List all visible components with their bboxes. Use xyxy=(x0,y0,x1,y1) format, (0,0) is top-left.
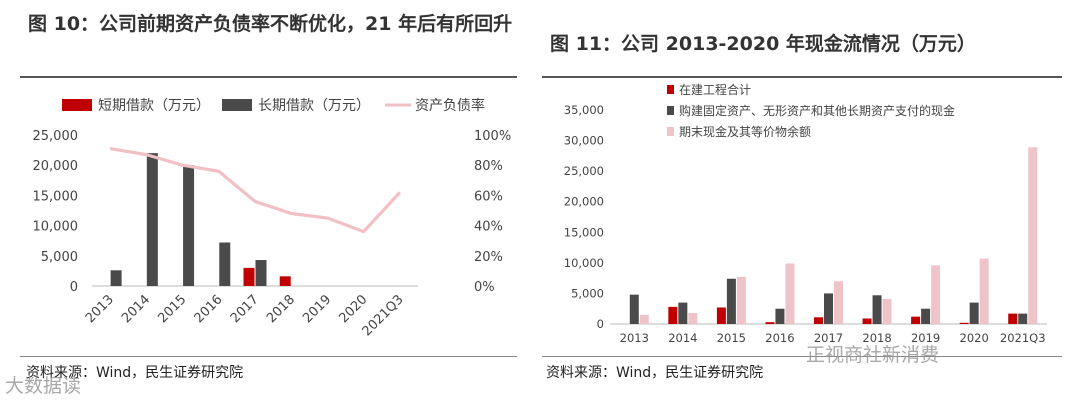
bar xyxy=(814,317,823,324)
y2-tick-label: 60% xyxy=(474,189,503,204)
figure-10-panel: 图 10：公司前期资产负债率不断优化，21 年后有所回升 0 5,000 10,00… xyxy=(20,13,517,381)
figure-11-bottom-rule xyxy=(542,356,1062,357)
y2-tick-label: 80% xyxy=(474,159,503,174)
legend-label: 购建固定资产、无形资产和其他长期资产支付的现金 xyxy=(679,103,955,118)
legend-swatch xyxy=(62,99,92,111)
bar xyxy=(1008,313,1018,324)
figure-10-top-rule xyxy=(20,76,517,78)
watermark-left: 大数据读 xyxy=(5,375,82,397)
figure-11-panel: 图 11：公司 2013-2020 年现金流情况（万元） 0 5,000 10,00… xyxy=(540,0,1080,401)
y-tick-label: 35,000 xyxy=(564,103,604,117)
legend-label: 在建工程合计 xyxy=(679,82,751,97)
figure-11-top-rule xyxy=(542,76,1062,78)
bar xyxy=(736,276,746,324)
legend-swatch xyxy=(667,127,674,136)
bar xyxy=(775,308,785,324)
bar xyxy=(969,302,979,324)
y-tick-label: 10,000 xyxy=(564,256,604,270)
y-tick-label: 30,000 xyxy=(564,134,604,148)
bar xyxy=(110,270,122,286)
x-tick-label: 2019 xyxy=(300,292,334,326)
bar xyxy=(183,165,195,286)
y-tick-label: 0 xyxy=(70,280,78,295)
y2-tick-label: 0% xyxy=(474,280,495,295)
x-tick-label: 2015 xyxy=(717,331,746,345)
bar xyxy=(979,258,989,324)
y-tick-label: 25,000 xyxy=(33,129,79,144)
x-tick-label: 2017 xyxy=(228,292,262,326)
bar xyxy=(255,260,267,286)
bar xyxy=(639,314,649,324)
x-tick-label: 2013 xyxy=(83,292,117,326)
bar xyxy=(1028,147,1038,324)
x-tick-label: 2014 xyxy=(668,331,697,345)
y-tick-label: 25,000 xyxy=(564,164,604,178)
bar xyxy=(785,263,795,324)
y2-tick-label: 100% xyxy=(474,129,511,144)
bar xyxy=(716,307,726,324)
legend-swatch xyxy=(667,85,674,94)
bar xyxy=(882,298,892,324)
figure-10-title: 图 10：公司前期资产负债率不断优化，21 年后有所回升 xyxy=(28,13,513,35)
legend-label: 短期借款（万元） xyxy=(98,98,210,114)
ratio-line xyxy=(109,147,402,234)
bar xyxy=(834,281,843,324)
bar xyxy=(146,153,158,286)
bar xyxy=(862,318,872,324)
y-tick-label: 15,000 xyxy=(33,189,79,204)
bar xyxy=(931,265,941,324)
y-tick-label: 5,000 xyxy=(41,250,78,265)
legend-label: 期末现金及其等价物余额 xyxy=(679,124,811,139)
x-tick-label: 2013 xyxy=(620,331,649,345)
figure-11-source: 资料来源：Wind，民生证券研究院 xyxy=(546,365,764,381)
bar xyxy=(911,316,921,324)
x-tick-label: 2020 xyxy=(960,331,989,345)
x-tick-label: 2020 xyxy=(336,292,370,326)
y-tick-label: 20,000 xyxy=(33,159,79,174)
x-tick-label: 2021Q3 xyxy=(1000,331,1046,345)
bar xyxy=(279,276,291,286)
legend-swatch xyxy=(222,99,252,111)
y2-tick-label: 40% xyxy=(474,220,503,235)
y-tick-label: 0 xyxy=(597,317,604,331)
legend-label: 长期借款（万元） xyxy=(258,98,370,114)
bar xyxy=(678,302,688,324)
bar xyxy=(1018,313,1028,324)
x-tick-label: 2018 xyxy=(264,292,298,326)
bar xyxy=(219,242,231,286)
legend-swatch xyxy=(667,106,674,115)
x-tick-label: 2017 xyxy=(814,331,843,345)
x-tick-label: 2016 xyxy=(765,331,794,345)
bar xyxy=(824,293,833,324)
figure-10-chart: 0 5,000 10,000 15,000 20,000 25,000 0% 20% 40% 60… xyxy=(33,97,512,339)
figure-10-bottom-rule xyxy=(20,356,517,357)
bar xyxy=(959,322,969,324)
figure-11-title: 图 11：公司 2013-2020 年现金流情况（万元） xyxy=(550,33,976,55)
bar xyxy=(668,306,678,324)
bar xyxy=(872,295,882,324)
bar xyxy=(726,278,736,324)
y2-tick-label: 20% xyxy=(474,250,503,265)
x-tick-label: 2015 xyxy=(155,292,189,326)
y-tick-label: 10,000 xyxy=(33,220,79,235)
bar xyxy=(243,267,255,286)
x-tick-label: 2014 xyxy=(119,292,153,326)
bar xyxy=(629,294,639,324)
bar xyxy=(688,312,698,324)
bar xyxy=(765,322,775,324)
x-tick-label: 2016 xyxy=(192,292,226,326)
legend-label: 资产负债率 xyxy=(415,97,485,114)
y-tick-label: 5,000 xyxy=(571,286,604,300)
y-tick-label: 20,000 xyxy=(564,195,604,209)
y-tick-label: 15,000 xyxy=(564,225,604,239)
bar xyxy=(921,308,931,324)
watermark-right: 正视商社新消费 xyxy=(806,344,940,366)
x-tick-label: 2019 xyxy=(911,331,940,345)
x-tick-label: 2018 xyxy=(862,331,891,345)
figure-10-source: 资料来源：Wind，民生证券研究院 xyxy=(26,365,244,381)
figure-11-chart: 0 5,000 10,000 15,000 20,000 25,000 30,000 35,0… xyxy=(564,82,1047,345)
